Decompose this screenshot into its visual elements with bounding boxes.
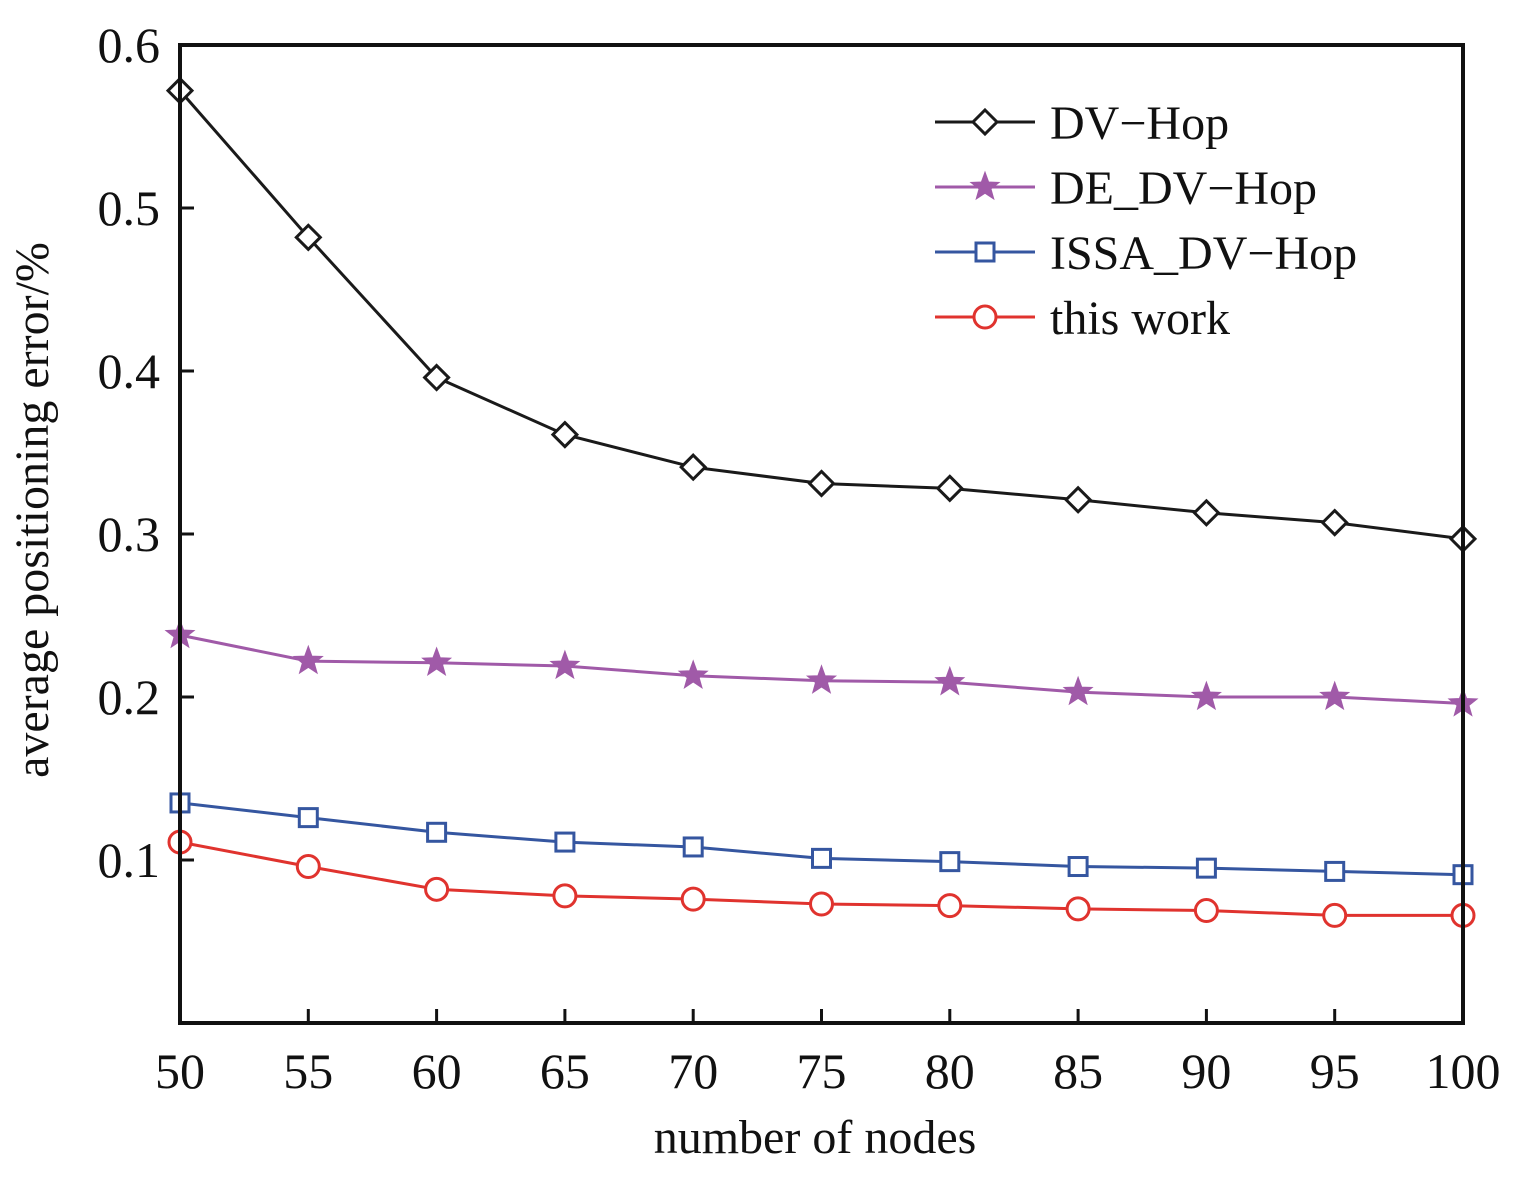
legend-item: DV−Hop: [935, 97, 1229, 150]
data-point: [1319, 680, 1351, 711]
data-point: [421, 646, 453, 676]
data-point: [1065, 896, 1091, 922]
data-point: [679, 453, 708, 482]
data-point: [549, 649, 581, 680]
legend-item: this work: [935, 292, 1230, 345]
series-0: [165, 76, 1478, 554]
data-point: [1062, 675, 1094, 706]
legend-item: ISSA_DV−Hop: [935, 227, 1357, 280]
x-tick-label: 55: [283, 1043, 333, 1099]
data-point: [1322, 902, 1348, 928]
x-axis-label: number of nodes: [654, 1111, 977, 1164]
x-tick-label: 75: [797, 1043, 847, 1099]
x-tick-label: 85: [1053, 1043, 1103, 1099]
y-tick-label: 0.5: [98, 180, 161, 236]
data-point: [1190, 680, 1222, 711]
data-point: [937, 893, 963, 919]
data-point: [1193, 898, 1219, 924]
data-point: [1195, 857, 1217, 879]
data-point: [295, 854, 321, 880]
data-point: [680, 886, 706, 912]
data-point: [1320, 508, 1349, 537]
series-3: [167, 829, 1476, 928]
y-tick-label: 0.4: [98, 343, 161, 399]
data-point: [424, 876, 450, 902]
data-point: [807, 469, 836, 498]
x-tick-label: 95: [1310, 1043, 1360, 1099]
data-point: [297, 807, 319, 829]
x-tick-label: 50: [155, 1043, 205, 1099]
data-point: [550, 420, 580, 449]
data-point: [682, 836, 704, 858]
data-point: [1063, 485, 1093, 514]
data-point: [292, 644, 324, 675]
ticks-layer: 50 55 60 65 70 75 80 85 90 95 100 0.1 0.2 0.3 0.4 0.5 0.…: [98, 17, 1501, 1099]
data-point: [1067, 856, 1089, 878]
data-point: [1192, 498, 1221, 527]
legend-label: DV−Hop: [1050, 97, 1229, 150]
data-point: [805, 664, 838, 694]
legend-label: this work: [1050, 292, 1230, 345]
y-tick-label: 0.3: [98, 506, 161, 562]
x-tick-label: 100: [1426, 1043, 1501, 1099]
data-point: [426, 821, 448, 843]
legend-marker: [970, 107, 1000, 137]
legend-marker: [969, 170, 1001, 201]
data-point: [422, 363, 451, 392]
data-point: [935, 474, 964, 503]
series-layer: [164, 76, 1479, 928]
data-point: [939, 851, 961, 873]
x-tick-label: 60: [412, 1043, 462, 1099]
series-1: [164, 618, 1479, 717]
data-point: [294, 223, 323, 252]
x-tick-label: 70: [668, 1043, 718, 1099]
y-tick-label: 0.6: [98, 17, 161, 73]
data-point: [811, 847, 832, 869]
data-point: [1324, 860, 1346, 882]
data-point: [677, 659, 709, 689]
legend-marker: [972, 304, 998, 330]
legend-marker: [974, 241, 996, 263]
x-tick-label: 90: [1181, 1043, 1231, 1099]
y-axis-label: average positioning error/%: [6, 242, 59, 778]
data-point: [554, 831, 576, 853]
x-tick-label: 65: [540, 1043, 590, 1099]
series-2: [169, 792, 1474, 886]
data-point: [934, 665, 966, 696]
legend-item: DE_DV−Hop: [935, 162, 1317, 215]
data-point: [809, 891, 834, 917]
y-tick-label: 0.1: [98, 832, 161, 888]
x-tick-label: 80: [925, 1043, 975, 1099]
legend-label: DE_DV−Hop: [1050, 162, 1317, 215]
data-point: [552, 883, 578, 909]
y-tick-label: 0.2: [98, 669, 161, 725]
legend-label: ISSA_DV−Hop: [1050, 227, 1357, 280]
